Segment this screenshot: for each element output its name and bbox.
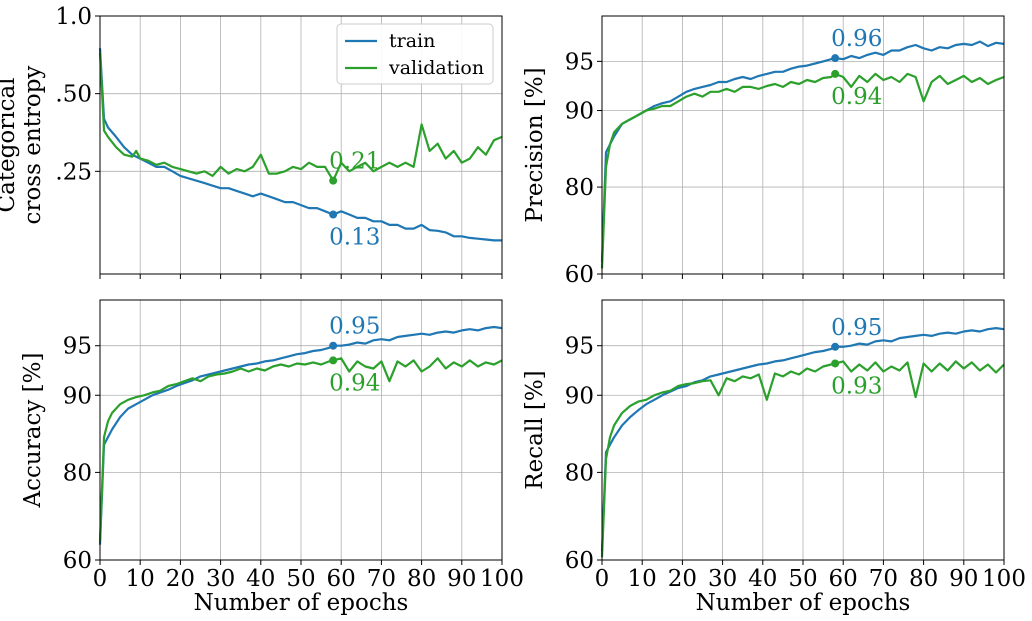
x-tick-label: 20 <box>166 566 195 592</box>
annotation-marker-validation <box>329 176 338 185</box>
annotation-marker-validation <box>831 359 840 368</box>
series-line-validation <box>600 72 1005 269</box>
annotation-marker-train <box>831 342 840 351</box>
x-tick-label: 10 <box>126 566 155 592</box>
y-tick-label: 90 <box>565 99 594 125</box>
legend-label-validation: validation <box>388 57 484 79</box>
x-tick-label: 90 <box>447 566 476 592</box>
x-tick-label: 60 <box>829 566 858 592</box>
series-line-train <box>600 327 1005 552</box>
x-tick-label: 40 <box>246 566 275 592</box>
annotation-marker-train <box>831 54 840 63</box>
x-tick-label: 70 <box>367 566 396 592</box>
y-tick-label: .25 <box>55 159 92 185</box>
y-axis-label: Precision [%] <box>522 67 548 222</box>
y-tick-label: 80 <box>565 460 594 486</box>
y-tick-label: 60 <box>565 548 594 574</box>
annotation-label-validation: 0.94 <box>831 84 882 110</box>
annotation-label-train: 0.13 <box>329 225 380 251</box>
y-axis-label: Categorical <box>0 77 20 212</box>
x-tick-label: 0 <box>93 566 108 592</box>
annotation-marker-train <box>329 210 338 219</box>
series-line-train <box>98 48 502 242</box>
annotation-marker-validation <box>831 69 840 78</box>
chart-panel-1: 0.96 0.94 60 80 90 95 Precision [%] <box>522 15 1005 288</box>
annotation-marker-validation <box>329 356 338 365</box>
y-tick-label: 90 <box>63 383 92 409</box>
annotation-marker-train <box>329 341 338 350</box>
chart-panel-3: 0.950.930 10 20 30 40 50 60 70 80 90 10060809095Re… <box>522 299 1026 616</box>
x-tick-label: 30 <box>206 566 235 592</box>
x-tick-label: 80 <box>407 566 436 592</box>
y-tick-label: 60 <box>565 262 594 288</box>
y-tick-label: 80 <box>565 175 594 201</box>
x-axis-label: Number of epochs <box>194 590 409 616</box>
annotation-label-train: 0.96 <box>831 26 882 52</box>
y-tick-label: 60 <box>63 548 92 574</box>
x-axis-label: Number of epochs <box>696 590 911 616</box>
series-line-train <box>600 40 1005 263</box>
series-line-train <box>98 325 503 545</box>
x-tick-label: 80 <box>909 566 938 592</box>
legend: train validation <box>336 23 494 85</box>
y-axis-label: Accuracy [%] <box>20 353 46 509</box>
annotation-label-validation: 0.21 <box>329 149 380 175</box>
series-line-validation <box>600 360 1005 558</box>
y-tick-label: 95 <box>63 334 92 360</box>
x-tick-label: 10 <box>628 566 657 592</box>
y-tick-label: 1.0 <box>55 4 92 30</box>
x-tick-label: 60 <box>327 566 356 592</box>
y-tick-label: 90 <box>565 383 594 409</box>
x-tick-label: 100 <box>982 566 1026 592</box>
x-tick-label: 0 <box>595 566 610 592</box>
x-tick-label: 30 <box>708 566 737 592</box>
x-tick-label: 100 <box>480 566 524 592</box>
chart-panel-0: 0.21 0.13 .25 .50 1.0 Categorical cross entrop… <box>0 4 503 279</box>
series-line-validation <box>98 52 503 182</box>
series-line-validation <box>98 357 503 542</box>
y-tick-label: 80 <box>63 460 92 486</box>
y-axis-label: cross entropy <box>20 66 46 225</box>
annotation-label-validation: 0.94 <box>329 370 380 396</box>
legend-label-train: train <box>389 30 435 52</box>
y-tick-label: 95 <box>565 49 594 75</box>
x-tick-label: 50 <box>788 566 817 592</box>
y-tick-label: .50 <box>55 82 92 108</box>
y-tick-label: 95 <box>565 334 594 360</box>
chart-panel-2: 0.950.940 10 20 30 40 50 60 70 80 90 10060809095Ac… <box>20 299 524 616</box>
annotation-label-train: 0.95 <box>329 314 380 340</box>
x-tick-label: 70 <box>869 566 898 592</box>
annotation-label-validation: 0.93 <box>831 373 882 399</box>
y-axis-label: Recall [%] <box>522 370 548 489</box>
x-tick-label: 50 <box>286 566 315 592</box>
annotation-label-train: 0.95 <box>831 315 882 341</box>
x-tick-label: 20 <box>668 566 697 592</box>
x-tick-label: 90 <box>949 566 978 592</box>
x-tick-label: 40 <box>748 566 777 592</box>
